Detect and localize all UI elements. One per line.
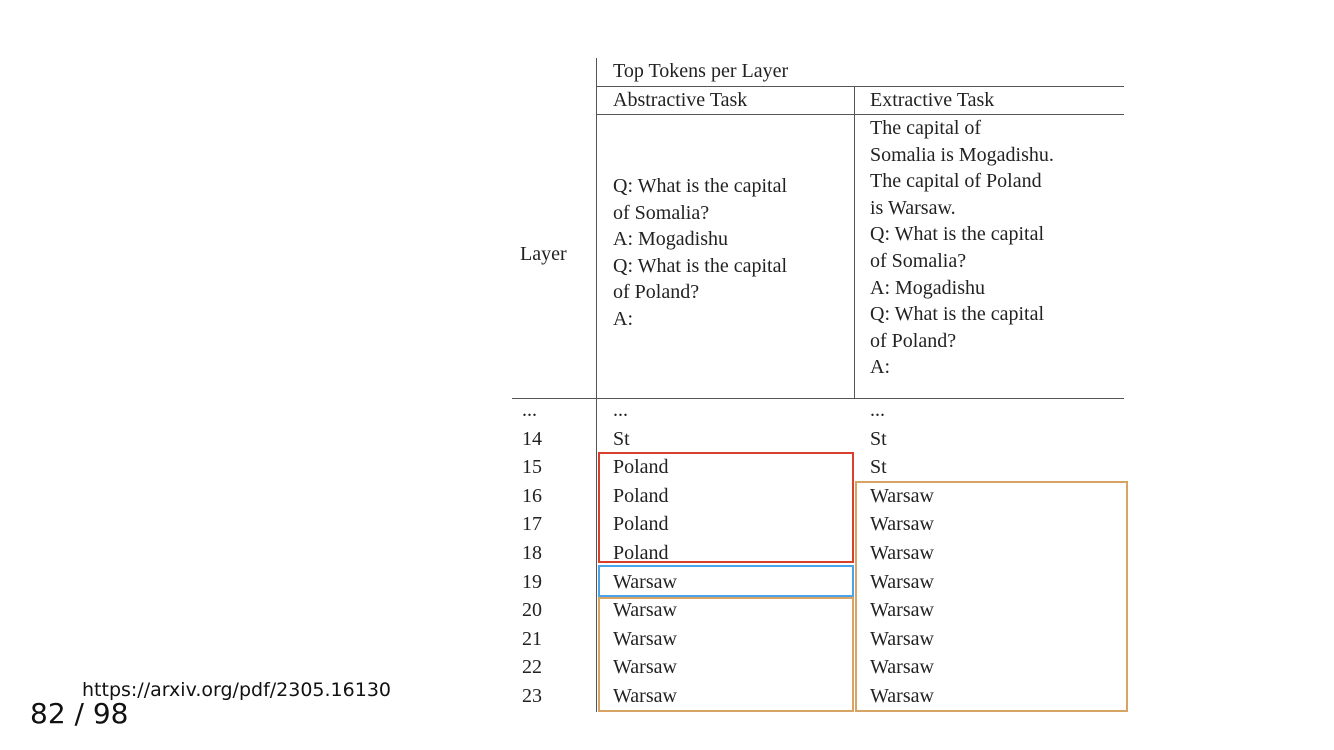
- abstractive-token: Warsaw: [613, 685, 677, 707]
- prompt-line: of Poland?: [870, 329, 957, 352]
- highlight-abstractive-poland: [598, 452, 854, 563]
- extractive-token: Warsaw: [870, 627, 934, 650]
- highlight-abstractive-warsaw: [598, 597, 854, 712]
- extractive-token: St: [870, 427, 887, 450]
- layer-number: 18: [522, 542, 542, 564]
- abstractive-token: St: [613, 427, 630, 450]
- layer-number: 16: [522, 484, 542, 507]
- layer-number: 20: [522, 599, 542, 622]
- layer-number: 23: [522, 685, 542, 707]
- extractive-token: Warsaw: [870, 484, 934, 507]
- extractive-token: Warsaw: [870, 656, 934, 679]
- column-divider-tasks: [854, 87, 855, 399]
- abstractive-prompt: Q: What is the capital of Somalia? A: Moga…: [613, 173, 787, 333]
- layer-number: 19: [522, 570, 542, 593]
- extractive-token: Warsaw: [870, 570, 934, 593]
- abstractive-token: Warsaw: [613, 656, 677, 679]
- prompt-line: of Poland?: [613, 281, 700, 304]
- abstractive-token: Warsaw: [613, 627, 677, 650]
- extractive-token: Warsaw: [870, 513, 934, 536]
- source-url[interactable]: https://arxiv.org/pdf/2305.16130: [82, 679, 391, 701]
- abstractive-token: Poland: [613, 456, 669, 479]
- extractive-token: Warsaw: [870, 542, 934, 564]
- layer-number: 22: [522, 656, 542, 679]
- extractive-token: St: [870, 456, 887, 479]
- abstractive-token: ...: [613, 399, 628, 421]
- prompt-line: The capital of Poland: [870, 170, 1042, 193]
- table-header-abstractive: Abstractive Task: [613, 89, 748, 111]
- table-header-extractive: Extractive Task: [870, 89, 995, 111]
- abstractive-token: Poland: [613, 484, 669, 507]
- highlight-extractive-warsaw: [855, 481, 1128, 712]
- prompt-line: Q: What is the capital: [870, 223, 1045, 246]
- page-counter: 82 / 98: [30, 697, 129, 730]
- layer-number: ...: [522, 399, 537, 421]
- layer-number: 17: [522, 513, 542, 536]
- extractive-token: ...: [870, 399, 885, 421]
- prompt-line: Somalia is Mogadishu.: [870, 143, 1054, 166]
- layer-number: 15: [522, 456, 542, 479]
- prompt-line: Q: What is the capital: [613, 254, 788, 277]
- prompt-line: A:: [613, 307, 633, 330]
- extractive-prompt: The capital of Somalia is Mogadishu. The c…: [870, 115, 1054, 381]
- highlight-abstractive-transition: [598, 565, 854, 597]
- prompt-line: A: Mogadishu: [870, 276, 985, 299]
- prompt-line: Q: What is the capital: [613, 175, 788, 197]
- abstractive-token: Poland: [613, 542, 669, 564]
- column-divider-layer: [596, 58, 597, 712]
- layer-number: 21: [522, 627, 542, 650]
- extractive-token: Warsaw: [870, 599, 934, 622]
- abstractive-token: Poland: [613, 513, 669, 536]
- header-rule-top: [596, 86, 1124, 87]
- prompt-line: A: Mogadishu: [613, 228, 728, 251]
- prompt-line: Q: What is the capital: [870, 303, 1045, 326]
- table-header-layer: Layer: [520, 243, 567, 265]
- layer-number: 14: [522, 427, 542, 450]
- prompt-line: A:: [870, 356, 890, 379]
- abstractive-token: Warsaw: [613, 599, 677, 622]
- prompt-line: of Somalia?: [870, 249, 967, 272]
- extractive-token: Warsaw: [870, 685, 934, 707]
- header-rule-bottom: [596, 114, 1124, 115]
- prompt-line: of Somalia?: [613, 201, 710, 224]
- abstractive-token: Warsaw: [613, 570, 677, 593]
- table-header-top-tokens: Top Tokens per Layer: [613, 60, 789, 82]
- prompt-line: The capital of: [870, 117, 982, 139]
- prompt-line: is Warsaw.: [870, 196, 956, 219]
- prompt-rule: [512, 398, 1124, 399]
